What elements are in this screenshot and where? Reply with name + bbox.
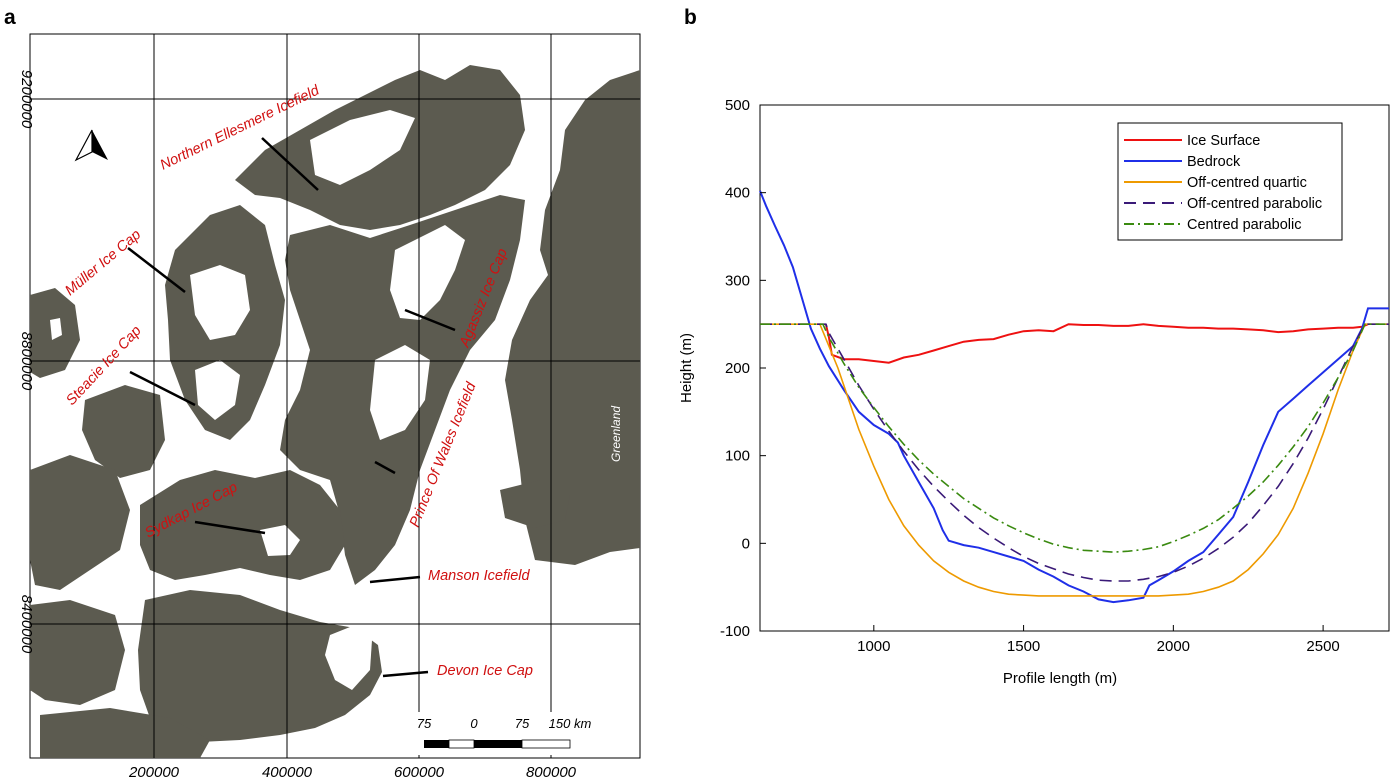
- x-tick-600000: 600000: [394, 764, 445, 779]
- y-axis-label: Height (m): [678, 333, 695, 403]
- legend: Ice Surface Bedrock Off-centred quartic Off…: [1117, 122, 1343, 241]
- east-island: [500, 480, 570, 528]
- y-tick-8400000: 8400000: [18, 595, 35, 654]
- panel-letter-a: a: [4, 6, 16, 29]
- map-landmasses: [30, 34, 640, 758]
- x-tick-label-2000: 2000: [1157, 638, 1190, 655]
- y-tick-label-400: 400: [725, 185, 750, 202]
- label-greenland: Greenland: [609, 406, 623, 462]
- scale-bar: 75 0 75 150 km: [408, 712, 591, 755]
- north-arrow-icon: [74, 129, 108, 162]
- chart-panel: 1000 1500 2000 2500 -100 0 100 200 300 400 500 Pro…: [660, 0, 1400, 779]
- y-tick-9200000: 9200000: [18, 70, 35, 129]
- map-panel: Northern Ellesmere Icefield Müller Ice C…: [0, 0, 650, 781]
- scale-label-right: 150 km: [549, 716, 592, 731]
- y-tick-label-500: 500: [725, 97, 750, 114]
- series-line-off-centred-quartic: [760, 323, 1389, 597]
- ice-patches: [50, 110, 465, 690]
- sydkap-landmass: [140, 470, 345, 580]
- tick-layer: 1000 1500 2000 2500 -100 0 100 200 300 400 500: [720, 97, 1340, 655]
- x-tick-800000: 800000: [526, 764, 577, 779]
- map-svg: Northern Ellesmere Icefield Müller Ice C…: [18, 33, 641, 781]
- y-tick-label-100: 100: [725, 448, 750, 465]
- scale-label-left: 75: [417, 716, 432, 731]
- y-tick-8800000: 8800000: [18, 332, 35, 391]
- map-grid: [30, 34, 640, 758]
- series-line-off-centred-parabolic: [760, 323, 1389, 582]
- y-tick-label-0: 0: [742, 535, 750, 552]
- series-line-ice-surface: [824, 323, 1369, 364]
- x-tick-label-1500: 1500: [1007, 638, 1040, 655]
- greenland-landmass: [505, 70, 640, 565]
- legend-label-centred-parabolic: Centred parabolic: [1187, 217, 1301, 233]
- devon-landmass: [138, 590, 382, 742]
- map-pointer-lines: [127, 137, 456, 678]
- legend-label-off-centred-parabolic: Off-centred parabolic: [1187, 196, 1322, 212]
- panel-letter-b: b: [684, 6, 697, 29]
- south-west-island: [30, 600, 125, 705]
- x-tick-400000: 400000: [262, 764, 313, 779]
- label-devon: Devon Ice Cap: [437, 663, 533, 679]
- series-line-bedrock: [759, 190, 1389, 604]
- y-tick-label-200: 200: [725, 360, 750, 377]
- x-tick-label-2500: 2500: [1306, 638, 1339, 655]
- profile-chart: 1000 1500 2000 2500 -100 0 100 200 300 400 500 Pro…: [678, 97, 1390, 687]
- x-axis-label: Profile length (m): [1003, 670, 1117, 687]
- series-layer: [759, 190, 1389, 604]
- y-tick-label--100: -100: [720, 623, 750, 640]
- label-manson: Manson Icefield: [428, 568, 530, 584]
- legend-label-off-centred-quartic: Off-centred quartic: [1187, 175, 1307, 191]
- y-tick-label-300: 300: [725, 272, 750, 289]
- series-line-centred-parabolic: [760, 323, 1389, 553]
- legend-label-bedrock: Bedrock: [1187, 154, 1241, 170]
- x-tick-label-1000: 1000: [857, 638, 890, 655]
- west-island-3: [30, 455, 130, 590]
- scale-label-mid: 75: [515, 716, 530, 731]
- west-island-2: [82, 385, 165, 478]
- legend-label-ice-surface: Ice Surface: [1187, 133, 1260, 149]
- x-tick-200000: 200000: [128, 764, 180, 779]
- south-island: [40, 708, 210, 758]
- scale-label-zero: 0: [470, 716, 478, 731]
